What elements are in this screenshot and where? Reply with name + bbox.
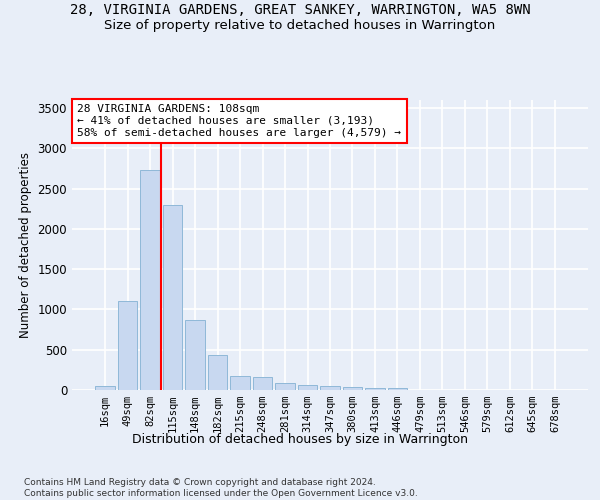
Bar (298, 385, 317, 390)
Bar (163, 204, 182, 390)
Text: Contains HM Land Registry data © Crown copyright and database right 2024.
Contai: Contains HM Land Registry data © Crown c… (24, 478, 418, 498)
Text: Distribution of detached houses by size in Warrington: Distribution of detached houses by size … (132, 432, 468, 446)
Text: 28 VIRGINIA GARDENS: 108sqm
← 41% of detached houses are smaller (3,193)
58% of : 28 VIRGINIA GARDENS: 108sqm ← 41% of det… (77, 104, 401, 138)
Bar (208, 356, 227, 390)
Bar (275, 383, 295, 390)
Bar (320, 386, 340, 390)
Bar (343, 387, 362, 390)
Bar (365, 388, 385, 390)
Bar (95, 386, 115, 390)
Text: Size of property relative to detached houses in Warrington: Size of property relative to detached ho… (104, 18, 496, 32)
Bar (253, 376, 272, 390)
Y-axis label: Number of detached properties: Number of detached properties (19, 152, 32, 338)
Bar (388, 388, 407, 390)
Bar (140, 170, 160, 390)
Bar (185, 320, 205, 390)
Text: 28, VIRGINIA GARDENS, GREAT SANKEY, WARRINGTON, WA5 8WN: 28, VIRGINIA GARDENS, GREAT SANKEY, WARR… (70, 2, 530, 16)
Bar (230, 376, 250, 390)
Bar (118, 302, 137, 390)
